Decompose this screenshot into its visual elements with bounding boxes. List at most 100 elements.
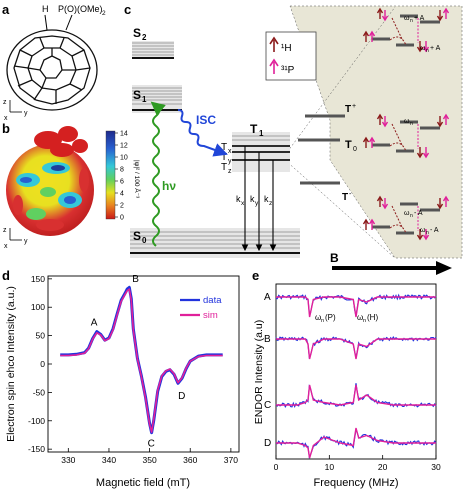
ann-omega-p-sub: n: [321, 318, 324, 324]
plot-e-data-B: [275, 335, 437, 359]
ty-sub: y: [228, 158, 232, 165]
p-spin-down: [422, 46, 430, 53]
ann-omega-h-sub: n: [363, 318, 366, 324]
plot-e-sim-A: [276, 296, 436, 318]
h-spin-down: [416, 46, 424, 53]
p-spin-down: [381, 203, 389, 210]
axis-y: y: [24, 110, 28, 117]
p-spin-up: [368, 218, 376, 225]
trans-top-b-sub: n: [426, 48, 429, 54]
plot-d-series-sim: [60, 288, 223, 433]
h-spin-down: [436, 203, 444, 210]
transition-dash: [391, 17, 403, 40]
h-spin-down: [416, 152, 424, 159]
colorbar-tick-label: 14: [120, 131, 128, 138]
legend-data: data: [203, 295, 222, 306]
molecule-label-h: H: [42, 4, 49, 14]
axes-a: z x y: [3, 99, 28, 122]
trans-top-a: ω: [404, 15, 410, 22]
axis-x: x: [4, 115, 8, 122]
trans-top-b-rest: + A: [430, 45, 441, 52]
panel-d-label: d: [2, 268, 10, 283]
trans-bot-b-rest: - A: [430, 227, 439, 234]
endor-sublevel-diagrams: [362, 7, 450, 241]
plot-d-series-data: [60, 285, 223, 435]
trans-bot-a-rest: - A: [414, 210, 423, 217]
plot-d-ytick-label: 50: [36, 331, 46, 341]
isc-label: ISC: [196, 113, 216, 127]
axes-b: z x y: [3, 227, 28, 250]
plot-d-ylabel: Electron spin ehco Intensity (a.u.): [5, 286, 17, 442]
h-spin-up: [362, 136, 370, 143]
sublevel-panel-bg: [289, 5, 463, 259]
tminus-label: T: [342, 192, 348, 203]
ann-omega-p-rest: (P): [325, 313, 336, 322]
plot-d-xlabel: Magnetic field (mT): [96, 477, 190, 489]
t0-sub: 0: [353, 146, 357, 153]
h-spin-down: [436, 15, 444, 22]
plot-d-xtick-label: 370: [224, 455, 238, 465]
trans-top-a-rest: + A: [414, 15, 425, 22]
legend-sim: sim: [203, 310, 218, 321]
h-spin-up: [376, 113, 384, 120]
trans-top-b: ω: [420, 45, 426, 52]
panel-a: a H P(O)(OMe) 2 z x y: [2, 2, 106, 122]
colorbar-tick-label: 10: [120, 155, 128, 162]
colorbar-tick-label: 2: [120, 203, 124, 210]
decay-arrows: [241, 146, 277, 252]
s1-label: S: [133, 88, 141, 102]
panel-e: e 0 10 20 30 A B C D Frequency (MHz) ENDOR Int…: [252, 268, 441, 489]
h-spin-up: [362, 218, 370, 225]
molecule-label-phosphonate: P(O)(OMe): [58, 4, 103, 14]
t0-label: T: [345, 139, 352, 151]
plot-d-ytick-label: -50: [33, 387, 46, 397]
tplus-label: T: [345, 104, 351, 115]
trans-top-a-sub: n: [410, 18, 413, 24]
ky-sub: y: [255, 200, 259, 207]
p-spin-up: [442, 7, 450, 14]
s2-level: S 2: [132, 26, 174, 59]
plot-e-xtick-label: 0: [274, 462, 279, 472]
tz-label: T: [221, 162, 227, 173]
colorbar-ticks: 14 12 10 8 6 4 2 0: [115, 131, 128, 222]
plot-e-xtick-label: 30: [431, 462, 441, 472]
h-spin-up: [376, 195, 384, 202]
axis-x-b: x: [4, 243, 8, 250]
panel-c-label: c: [124, 2, 131, 17]
plot-d-ticks: 330 340 350 360 370 -150 -100 -50 0 50 100 150: [28, 274, 238, 465]
panel-c: c S 2 S 1: [124, 2, 463, 275]
addend-blob: [34, 126, 88, 157]
plot-d-xtick-label: 340: [102, 455, 116, 465]
plot-e-xlabel: Frequency (MHz): [314, 477, 399, 489]
plot-d-ytick-label: 150: [31, 274, 45, 284]
transition-dash: [391, 123, 403, 146]
s1-level: S 1: [132, 85, 182, 113]
plot-d-ytick-label: -100: [28, 416, 45, 426]
colorbar-tick-label: 4: [120, 191, 124, 198]
hv-arrow: [150, 101, 166, 247]
plot-e-trace-label: C: [264, 400, 271, 411]
plot-d-peak-D: D: [178, 391, 185, 402]
plot-e-sim-D: [276, 427, 436, 459]
s2-label: S: [133, 26, 141, 40]
trans-mid-sub: n: [410, 121, 413, 127]
ann-omega-h-rest: (H): [367, 313, 378, 322]
plot-d-peak-C: C: [148, 439, 155, 450]
plot-d-xtick-label: 330: [61, 455, 75, 465]
plot-e-frame: [275, 283, 437, 460]
h-spin-up: [362, 30, 370, 37]
plot-e-trace-label: D: [264, 438, 271, 449]
trans-bot-b-sub: n: [426, 230, 429, 236]
plot-d-ytick-label: 0: [40, 359, 45, 369]
plot-d-series: [60, 285, 223, 435]
ky-label: k: [250, 194, 255, 204]
t1-level: T 1 T x T y T z: [221, 122, 290, 175]
legend-h: ¹H: [281, 43, 292, 54]
transition-dash: [391, 205, 403, 228]
plot-e-ylabel: ENDOR Intensity (a.u): [253, 320, 265, 424]
s0-level: S 0: [130, 228, 300, 258]
hv-label: hν: [162, 179, 176, 193]
plot-d-legend: data sim: [180, 295, 222, 321]
plot-d-ytick-label: 100: [31, 302, 45, 312]
